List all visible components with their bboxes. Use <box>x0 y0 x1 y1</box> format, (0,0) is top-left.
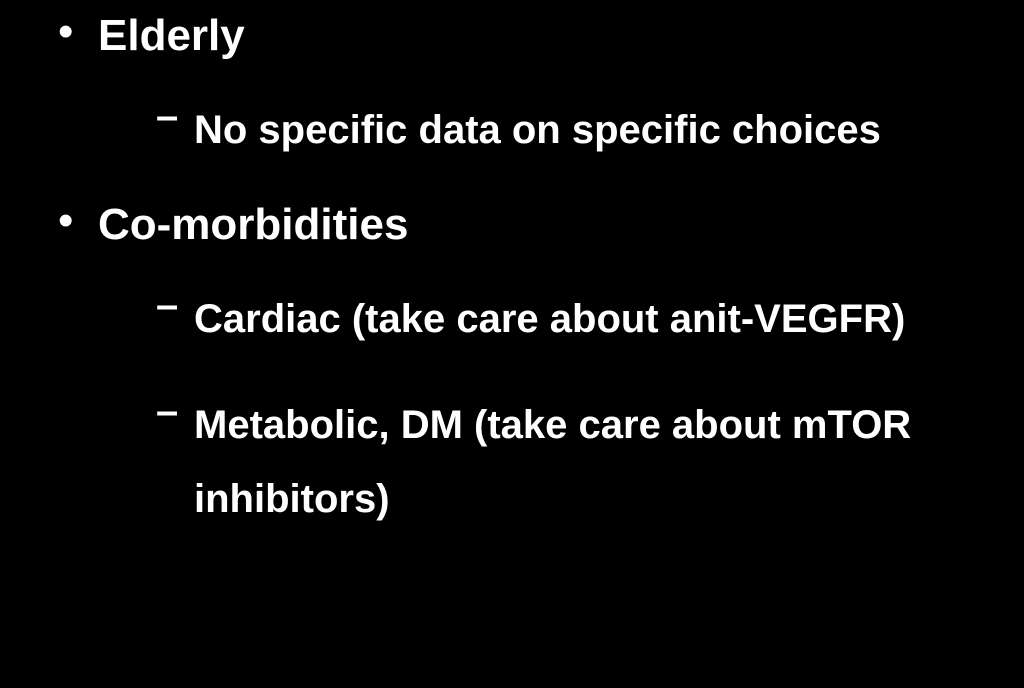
list-item: Elderly No specific data on specific cho… <box>40 10 984 167</box>
bullet-list-level1: Elderly No specific data on specific cho… <box>40 10 984 536</box>
list-item: Metabolic, DM (take care about mTOR inhi… <box>148 388 984 536</box>
bullet-label: Elderly <box>98 11 245 60</box>
list-item: No specific data on specific choices <box>148 93 984 167</box>
slide-content: Elderly No specific data on specific cho… <box>0 0 1024 536</box>
list-item: Cardiac (take care about anit-VEGFR) <box>148 282 984 356</box>
list-item: Co-morbidities Cardiac (take care about … <box>40 199 984 536</box>
bullet-label: Co-morbidities <box>98 200 408 249</box>
bullet-label: No specific data on specific choices <box>194 108 881 152</box>
bullet-list-level2: Cardiac (take care about anit-VEGFR) Met… <box>98 282 984 536</box>
bullet-label: Cardiac (take care about anit-VEGFR) <box>194 297 905 341</box>
bullet-list-level2: No specific data on specific choices <box>98 93 984 167</box>
bullet-label: Metabolic, DM (take care about mTOR inhi… <box>194 403 911 521</box>
